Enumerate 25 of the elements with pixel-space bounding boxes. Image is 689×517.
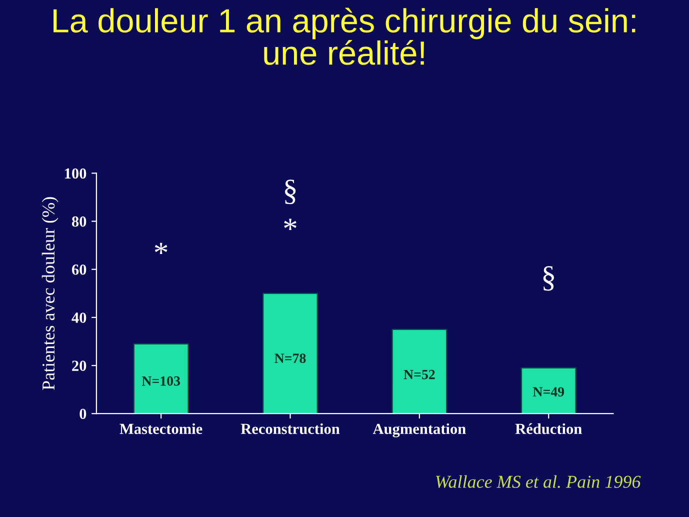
y-tick-label: 20 <box>72 360 86 371</box>
x-tick-label: Mastectomie <box>120 423 202 434</box>
annotation: § <box>543 266 554 291</box>
y-tick-label: 80 <box>72 216 86 227</box>
annotation: N=103 <box>142 376 180 386</box>
x-tick-label: Réduction <box>515 423 582 434</box>
chart-title: La douleur 1 an après chirurgie du sein: une réalité! <box>54 8 636 65</box>
y-tick-label: 60 <box>72 264 86 275</box>
bar <box>392 328 448 414</box>
y-tick-label: 100 <box>65 168 86 179</box>
bar <box>262 292 318 414</box>
bar <box>133 343 189 414</box>
annotation: * <box>284 218 296 230</box>
y-tick-label: 40 <box>72 312 86 323</box>
y-axis-title: Patientes avec douleur (%) <box>42 197 58 390</box>
annotation: * <box>154 242 168 254</box>
annotation: N=49 <box>532 387 564 397</box>
text: Wallace MS et al. Pain 1996 <box>436 475 641 488</box>
annotation: N=78 <box>274 354 306 363</box>
x-tick-label: Reconstruction <box>240 423 340 434</box>
annotation: N=52 <box>404 370 435 380</box>
x-tick-label: Augmentation <box>372 423 466 438</box>
annotation: § <box>285 180 296 204</box>
bar <box>520 367 576 414</box>
y-tick-label: 0 <box>80 408 86 420</box>
